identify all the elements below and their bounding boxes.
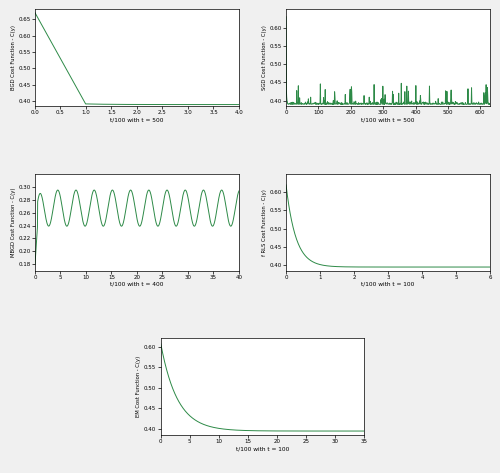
Y-axis label: MBGD Cost Function - C(y): MBGD Cost Function - C(y) — [11, 188, 16, 257]
X-axis label: t/100 with t = 100: t/100 with t = 100 — [236, 447, 289, 451]
Y-axis label: f RLS Cost Function - C(y): f RLS Cost Function - C(y) — [262, 189, 267, 256]
Y-axis label: EM Cost Function - C(y): EM Cost Function - C(y) — [136, 356, 141, 417]
X-axis label: t/100 with t = 400: t/100 with t = 400 — [110, 282, 164, 287]
X-axis label: t/100 with t = 500: t/100 with t = 500 — [362, 117, 415, 123]
X-axis label: t/100 with t = 500: t/100 with t = 500 — [110, 117, 164, 123]
Y-axis label: BGD Cost Function - C(y): BGD Cost Function - C(y) — [11, 26, 16, 90]
X-axis label: t/100 with t = 100: t/100 with t = 100 — [362, 282, 414, 287]
Y-axis label: SGD Cost Function - C(y): SGD Cost Function - C(y) — [262, 26, 267, 90]
